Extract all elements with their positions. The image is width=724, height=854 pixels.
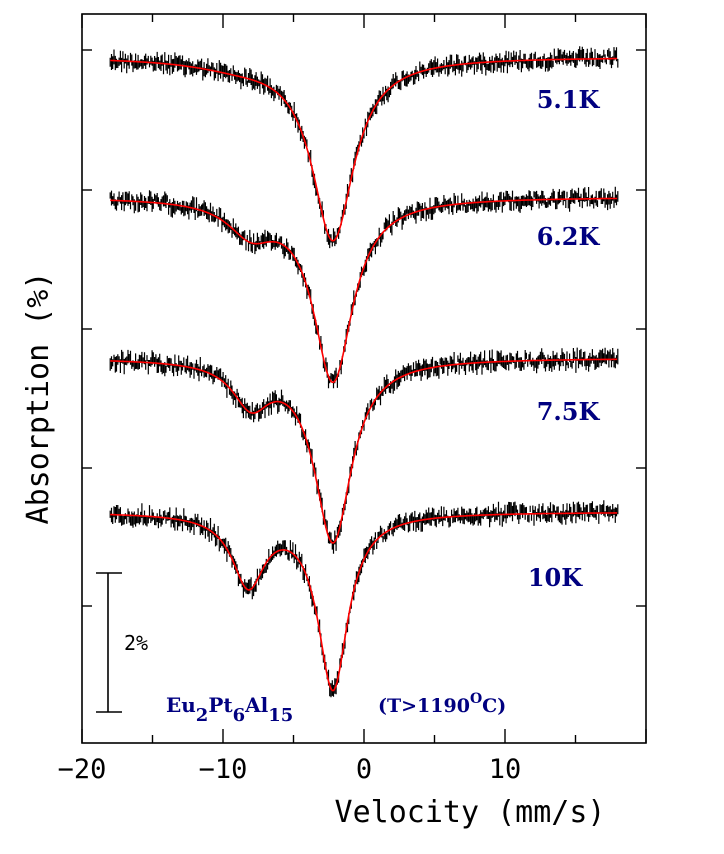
scale-bar-label: 2% [124, 631, 148, 655]
x-tick-label: −10 [199, 754, 248, 785]
scale-bar: 2% [96, 572, 148, 713]
data-series-5.1K [109, 46, 619, 249]
plot-border [81, 13, 647, 744]
series-labels: 5.1K 6.2K 7.5K 10K [528, 85, 601, 592]
x-axis-label: Velocity (mm/s) [335, 795, 606, 830]
series-label: 10K [528, 563, 583, 592]
x-tick-label: −20 [58, 754, 107, 785]
fit-curves [110, 57, 618, 692]
series-label: 7.5K [537, 397, 601, 426]
fit-curve-5.1K [110, 57, 618, 242]
x-tick-label: 0 [356, 754, 372, 785]
data-points [109, 46, 619, 698]
y-axis-label: Absorption (%) [21, 272, 56, 525]
fit-curve-10K [110, 512, 618, 692]
sample-formula: Eu2Pt6Al15 [166, 693, 293, 726]
axis-ticks: −20 −10 0 10 [58, 14, 647, 785]
series-label: 6.2K [537, 222, 601, 251]
series-label: 5.1K [537, 85, 601, 114]
temperature-condition: (T>1190OC) [378, 691, 506, 717]
fit-curve-6.2K [110, 197, 618, 384]
fit-curve-7.5K [110, 358, 618, 544]
x-tick-label: 10 [489, 754, 522, 785]
data-series-10K [109, 500, 619, 698]
plot-frame [81, 13, 647, 744]
